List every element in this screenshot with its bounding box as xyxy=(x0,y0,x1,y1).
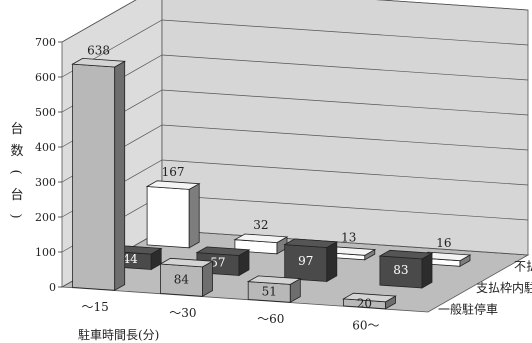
y-tick-label: 300 xyxy=(35,176,56,189)
data-label: 167 xyxy=(162,165,185,179)
data-label: 32 xyxy=(253,218,268,232)
bar: 97 xyxy=(285,239,337,282)
data-label: 16 xyxy=(436,236,451,250)
bar: 638 xyxy=(73,43,125,290)
data-label: 20 xyxy=(357,296,372,310)
bar: 83 xyxy=(380,250,432,288)
data-label: 638 xyxy=(87,43,110,57)
y-axis-title-char: ( xyxy=(8,169,23,174)
data-label: 83 xyxy=(393,263,408,277)
bar: 84 xyxy=(160,258,212,296)
x-tick-label: ～30 xyxy=(169,306,196,320)
data-label: 13 xyxy=(341,231,356,245)
series-label: 一般駐停車 xyxy=(438,302,498,317)
series-label: 支払枠内駐車 xyxy=(476,280,532,295)
y-axis-title-char: ) xyxy=(8,213,23,218)
x-tick-label: ～15 xyxy=(81,300,108,314)
bar: 20 xyxy=(343,293,395,310)
data-label: 97 xyxy=(298,254,313,268)
bar: 51 xyxy=(248,276,300,302)
y-tick-label: 700 xyxy=(35,36,56,49)
series-label: 不払枠内駐車 xyxy=(514,258,532,273)
y-tick-label: 200 xyxy=(35,211,56,224)
y-tick-label: 100 xyxy=(35,246,56,259)
data-label: 51 xyxy=(262,285,277,299)
y-axis-title-char: 台 xyxy=(10,188,23,203)
y-tick-label: 0 xyxy=(49,281,56,294)
data-label: 84 xyxy=(174,273,190,287)
y-tick-label: 400 xyxy=(35,141,56,154)
x-tick-label: ～60 xyxy=(257,312,284,326)
y-axis-title-char: 台 xyxy=(10,122,23,137)
x-axis-title: 駐車時間長(分) xyxy=(78,327,159,342)
y-axis-title-char: 数 xyxy=(10,144,23,159)
y-axis-ticks: 0 100 200 300 400 500 600 700 xyxy=(35,36,62,294)
y-tick-label: 500 xyxy=(35,106,56,119)
x-tick-label: 60～ xyxy=(352,319,379,333)
chart-back-wall xyxy=(162,0,528,255)
y-axis-title: 台数(台) xyxy=(8,122,24,219)
y-tick-label: 600 xyxy=(35,71,56,84)
